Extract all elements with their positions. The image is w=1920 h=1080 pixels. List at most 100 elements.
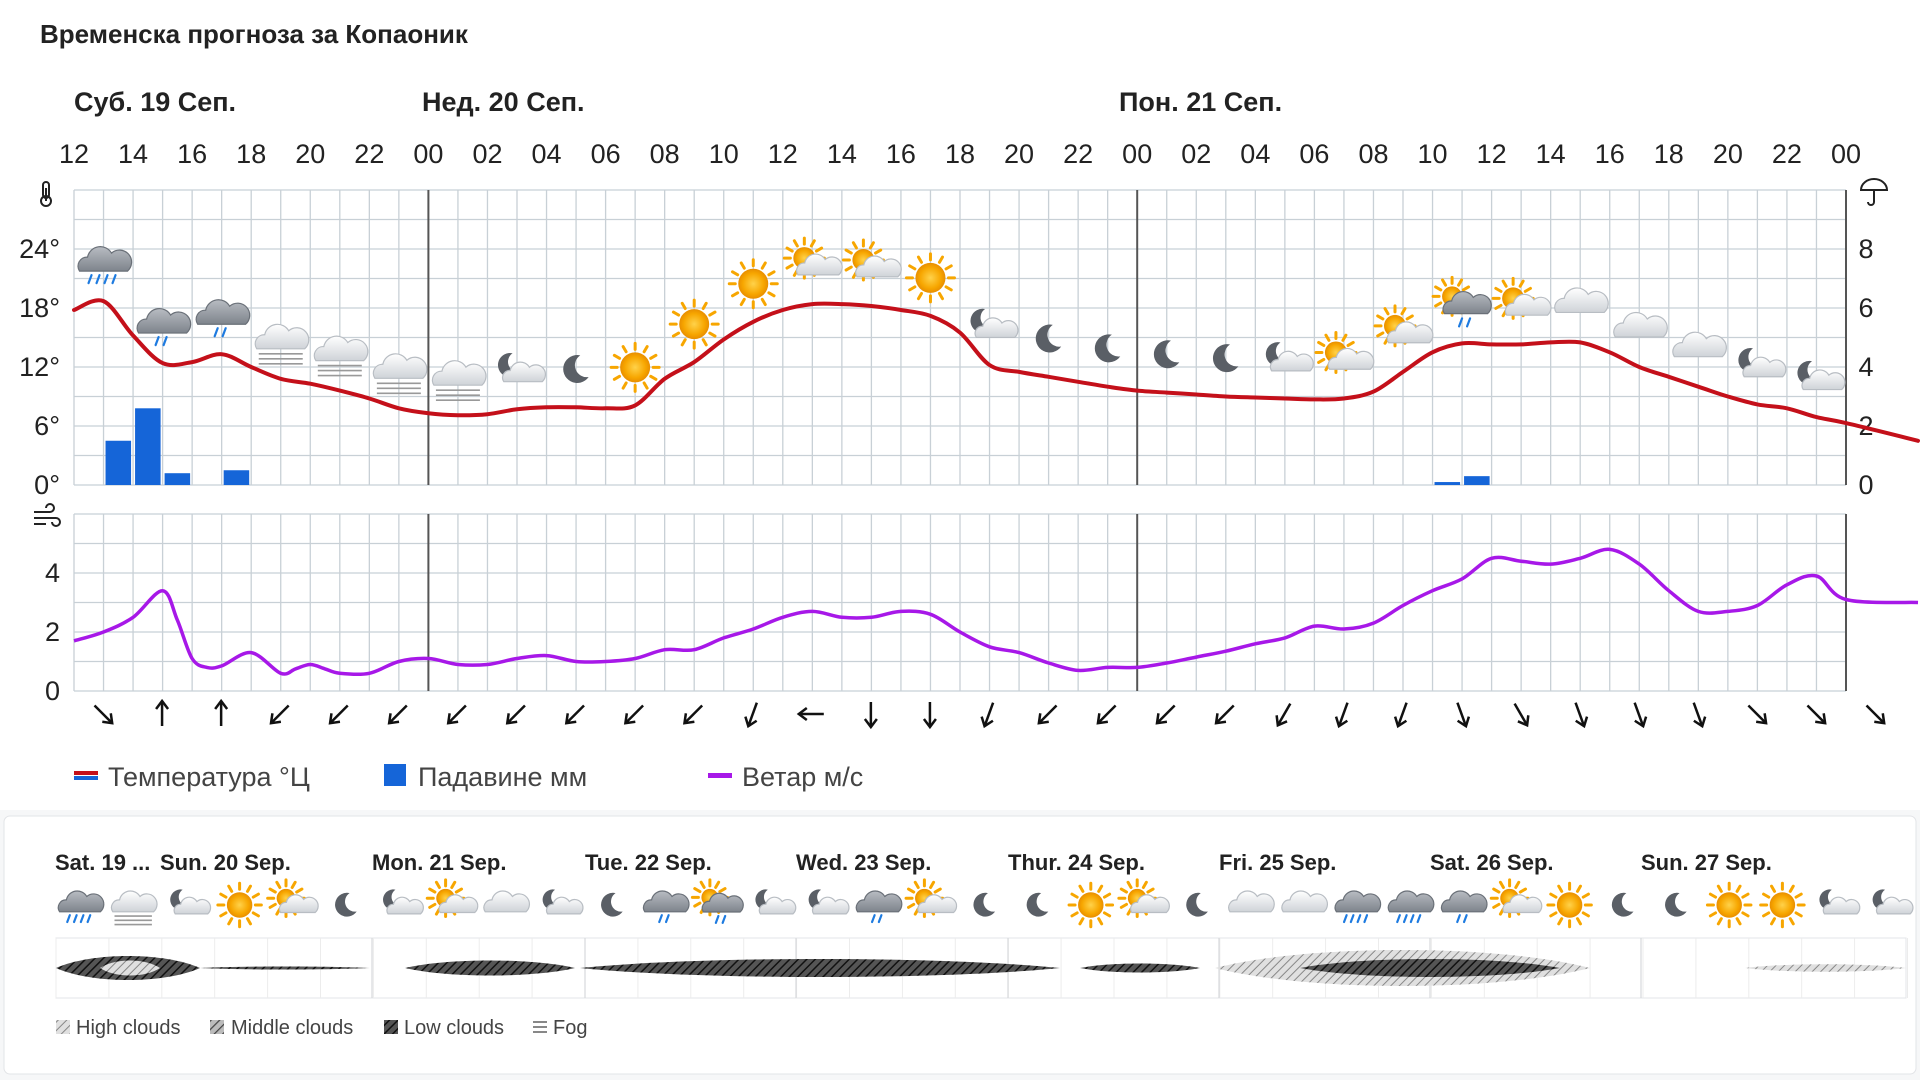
hour-label: 18	[236, 139, 266, 169]
hour-label: 06	[1299, 139, 1329, 169]
wind-arrow-icon	[744, 702, 759, 729]
moon-icon	[1186, 892, 1208, 917]
moon-cloud-icon	[383, 889, 424, 915]
legend-temperature-label: Температура °Ц	[108, 762, 310, 792]
moon-icon	[1035, 324, 1062, 353]
day-label-sun: Нед. 20 Сеп.	[422, 87, 585, 117]
rain-cloud-icon	[1440, 890, 1488, 924]
moon-cloud-icon	[1797, 360, 1846, 391]
hour-label: 18	[1654, 139, 1684, 169]
hour-label: 20	[295, 139, 325, 169]
precipitation-bar	[1464, 476, 1490, 485]
hour-label: 22	[354, 139, 384, 169]
moon-icon	[1665, 892, 1687, 917]
cloud-icon	[483, 890, 530, 913]
temperature-axis-ticks: 0° 6° 12° 18° 24°	[19, 234, 60, 500]
wind-icon	[34, 503, 61, 527]
hour-label: 14	[1536, 139, 1566, 169]
hour-label: 22	[1772, 139, 1802, 169]
moon-icon	[1026, 892, 1049, 917]
hour-label: 00	[413, 139, 443, 169]
week-day-label: Thur. 24 Sep.	[1008, 850, 1145, 875]
hour-label: 08	[650, 139, 680, 169]
wind-arrow-icon	[269, 704, 290, 725]
cloud-layer	[1080, 963, 1200, 973]
hour-label: 12	[59, 139, 89, 169]
sun-cloud-icon	[1491, 276, 1552, 320]
sun-cloud-icon	[1489, 878, 1543, 919]
sun-cloud-icon	[841, 238, 902, 282]
legend-fog-swatch	[533, 1021, 547, 1033]
moon-icon	[973, 892, 996, 917]
wind-tick-label: 0	[45, 676, 60, 706]
wind-axis-ticks: 0 2 4	[45, 558, 60, 706]
wind-tick-label: 2	[45, 617, 60, 647]
wind-tick-label: 4	[45, 558, 60, 588]
thermometer-icon	[40, 181, 52, 207]
fog-cloud-icon	[313, 335, 369, 377]
fog-cloud-icon	[254, 323, 310, 365]
moon-cloud-icon	[170, 889, 212, 915]
sun-icon	[727, 258, 779, 310]
wind-arrow-icon	[1747, 704, 1768, 725]
wind-grid	[73, 513, 1847, 692]
wind-arrow-icon	[1692, 702, 1707, 729]
legend-precipitation: Падавине мм	[384, 762, 587, 792]
hour-label: 10	[709, 139, 739, 169]
temperature-tick-label: 0°	[34, 470, 60, 500]
sun-cloud-icon	[266, 878, 319, 919]
wind-arrow-icon	[683, 704, 704, 725]
hourly-weather-icons	[77, 236, 1846, 401]
cloud-icon	[1281, 890, 1328, 913]
week-day-label: Mon. 21 Sep.	[372, 850, 506, 875]
legend-high-clouds: High clouds	[76, 1017, 181, 1039]
wind-arrow-icon	[446, 704, 467, 725]
temperature-line	[72, 298, 1920, 443]
week-day-label: Sun. 27 Sep.	[1641, 850, 1772, 875]
hour-label: 16	[1595, 139, 1625, 169]
moon-cloud-icon	[1819, 889, 1861, 915]
wind-arrow-icon	[93, 704, 114, 725]
sun-cloud-icon	[1373, 304, 1434, 348]
wind-arrow-icon	[623, 704, 644, 725]
sun-cloud-icon	[425, 878, 479, 919]
week-day-label: Tue. 22 Sep.	[585, 850, 712, 875]
week-weather-icons	[57, 878, 1914, 929]
hour-label: 00	[1831, 139, 1861, 169]
sun-icon	[1759, 881, 1806, 929]
sun-rain-cloud-icon	[690, 878, 744, 924]
wind-direction-arrows	[93, 698, 1886, 730]
moon-cloud-icon	[1265, 342, 1314, 372]
legend: Температура °Ц Падавине мм Ветар м/с	[74, 762, 863, 792]
hour-label: 16	[886, 139, 916, 169]
rain-cloud-icon	[136, 308, 192, 347]
moon-cloud-icon	[755, 889, 797, 915]
sun-cloud-icon	[904, 878, 958, 919]
wind-arrow-icon	[155, 698, 170, 726]
wind-arrow-icon	[387, 704, 408, 725]
legend-temperature: Температура °Ц	[74, 762, 310, 792]
week-day-labels: Sat. 19 ... Sun. 20 Sep. Mon. 21 Sep. Tue. …	[55, 850, 1772, 875]
moon-icon	[335, 892, 357, 917]
sun-icon	[1546, 881, 1593, 929]
rain-cloud-icon	[855, 890, 903, 924]
legend-low-clouds-swatch	[384, 1020, 398, 1034]
legend-wind: Ветар м/с	[708, 762, 863, 792]
wind-arrow-icon	[1806, 704, 1827, 725]
precipitation-bar	[105, 440, 132, 485]
moon-icon	[1153, 340, 1180, 369]
fog-cloud-icon	[110, 890, 158, 926]
cloud-cover-strip	[55, 937, 1908, 999]
precipitation-tick-label: 6	[1858, 293, 1873, 323]
moon-cloud-icon	[1738, 348, 1787, 378]
sun-cloud-icon	[1314, 330, 1375, 374]
moon-icon	[563, 354, 589, 383]
wind-arrow-icon	[922, 702, 937, 730]
moon-cloud-icon	[970, 308, 1019, 339]
heavy-rain-icon	[57, 890, 105, 924]
hour-label: 08	[1358, 139, 1388, 169]
cloud-icon	[1228, 890, 1275, 913]
week-day-label: Sun. 20 Sep.	[160, 850, 291, 875]
temperature-tick-label: 24°	[19, 234, 60, 264]
